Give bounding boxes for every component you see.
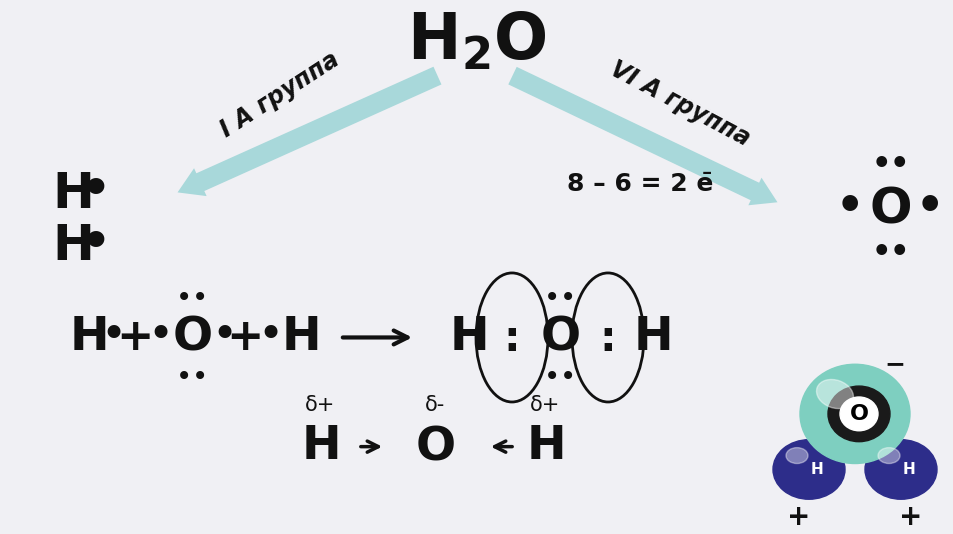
Text: •: • [147,314,172,357]
Text: $\mathbf{O}$: $\mathbf{O}$ [172,315,212,360]
Text: δ+: δ+ [305,395,335,415]
Text: •: • [543,363,559,391]
Text: •: • [100,314,126,357]
Text: •: • [888,150,908,179]
Text: O: O [848,404,867,424]
Text: •: • [211,314,236,357]
Text: •: • [175,363,192,391]
Text: $\mathbf{H}$: $\mathbf{H}$ [70,315,107,360]
Text: $\mathbf{O}$: $\mathbf{O}$ [415,424,455,469]
Text: +: + [786,503,810,531]
Ellipse shape [840,397,877,431]
Text: $\mathbf{O}$: $\mathbf{O}$ [868,184,910,232]
Ellipse shape [800,364,909,464]
Text: •: • [256,314,283,357]
Text: 8 – 6 = 2 е̄: 8 – 6 = 2 е̄ [566,171,713,195]
Text: •: • [543,284,559,312]
Ellipse shape [877,447,899,464]
Text: +: + [899,503,922,531]
Text: δ-: δ- [424,395,445,415]
Text: −: − [883,352,904,376]
Text: $\mathbf{H}$: $\mathbf{H}$ [526,424,563,469]
Text: •: • [192,363,208,391]
Text: :: : [503,318,519,360]
Ellipse shape [785,447,807,464]
Text: $\mathbf{H}$: $\mathbf{H}$ [633,315,670,360]
Ellipse shape [816,380,853,409]
Text: •: • [870,150,890,179]
Text: $\mathbf{H}$: $\mathbf{H}$ [449,315,486,360]
Text: •: • [80,221,110,266]
Text: •: • [175,284,192,312]
Text: •: • [835,185,863,228]
Text: H: H [810,462,822,477]
Text: •: • [559,363,576,391]
Text: H: H [902,462,915,477]
Text: $\mathbf{H_2O}$: $\mathbf{H_2O}$ [407,11,546,73]
Text: •: • [888,238,908,266]
Text: +: + [226,316,263,359]
Text: :: : [599,318,616,360]
Ellipse shape [772,439,844,499]
Text: $\mathbf{O}$: $\mathbf{O}$ [539,315,579,360]
Ellipse shape [864,439,936,499]
Text: •: • [80,168,110,213]
Text: δ+: δ+ [529,395,559,415]
Text: •: • [192,284,208,312]
Text: •: • [915,185,943,228]
FancyArrowPatch shape [177,67,441,196]
Text: •: • [870,238,890,266]
Text: I А группа: I А группа [215,47,344,142]
Text: +: + [116,316,153,359]
Text: $\mathbf{H}$: $\mathbf{H}$ [52,222,91,270]
Text: $\mathbf{H}$: $\mathbf{H}$ [301,424,338,469]
Text: •: • [559,284,576,312]
Text: $\mathbf{H}$: $\mathbf{H}$ [52,169,91,217]
Text: VI А группа: VI А группа [605,57,753,151]
Ellipse shape [827,386,889,442]
Text: $\mathbf{H}$: $\mathbf{H}$ [281,315,318,360]
FancyArrowPatch shape [508,67,777,205]
